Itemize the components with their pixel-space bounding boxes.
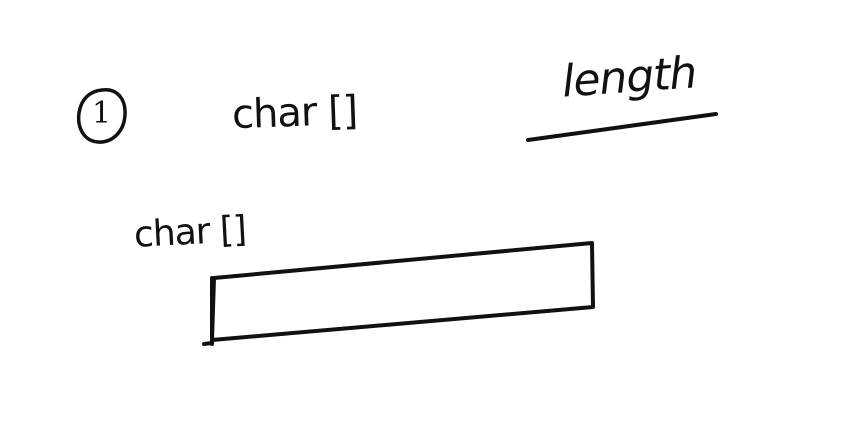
array-char-array-label: char [] bbox=[133, 209, 248, 256]
length-underline bbox=[526, 112, 718, 142]
top-char-array-label: char [] bbox=[231, 87, 358, 139]
step-number: 1 bbox=[92, 96, 112, 131]
array-box bbox=[202, 241, 595, 346]
step-number-circle bbox=[76, 88, 127, 144]
length-label: length bbox=[560, 47, 698, 108]
